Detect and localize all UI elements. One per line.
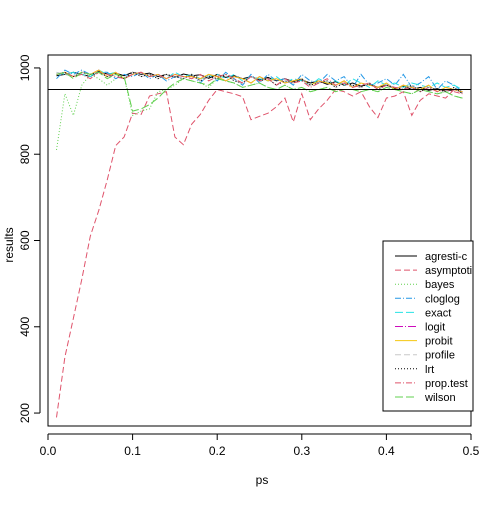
x-axis-label: ps: [256, 473, 269, 487]
y-axis: 200 400 600 800 1000: [18, 54, 41, 423]
y-tick-label: 800: [18, 144, 32, 164]
x-tick-label: 0.0: [40, 444, 57, 458]
series-line-agresti-c: [56, 70, 463, 93]
legend-label: cloglog: [425, 293, 460, 305]
x-tick-label: 0.5: [463, 444, 480, 458]
x-tick-label: 0.4: [378, 444, 395, 458]
x-axis: 0.0 0.1 0.2 0.3 0.4 0.5: [40, 433, 480, 458]
legend-label: wilson: [424, 392, 456, 404]
y-tick-label: 200: [18, 403, 32, 423]
legend-label: bayes: [425, 279, 455, 291]
legend-label: asymptoti: [425, 265, 472, 277]
x-tick-label: 0.1: [124, 444, 141, 458]
series-line-prop-test: [56, 71, 463, 95]
series-line-cloglog: [56, 69, 463, 93]
legend-label: exact: [425, 307, 451, 319]
legend-label: profile: [425, 350, 455, 362]
y-axis-label: results: [2, 227, 16, 262]
y-tick-label: 400: [18, 316, 32, 336]
x-tick-label: 0.2: [209, 444, 226, 458]
legend-label: agresti-c: [425, 251, 468, 263]
series-line-exact: [56, 69, 463, 90]
legend: agresti-c asymptoti bayes cloglog exact logit…: [382, 240, 474, 412]
legend-label: lrt: [425, 364, 434, 376]
legend-label: probit: [425, 336, 453, 348]
legend-label: logit: [425, 322, 445, 334]
legend-label: prop.test: [425, 378, 468, 390]
y-tick-label: 1000: [18, 54, 32, 81]
series-line-asymptotic: [56, 88, 463, 418]
x-tick-label: 0.3: [293, 444, 310, 458]
y-tick-label: 600: [18, 230, 32, 250]
